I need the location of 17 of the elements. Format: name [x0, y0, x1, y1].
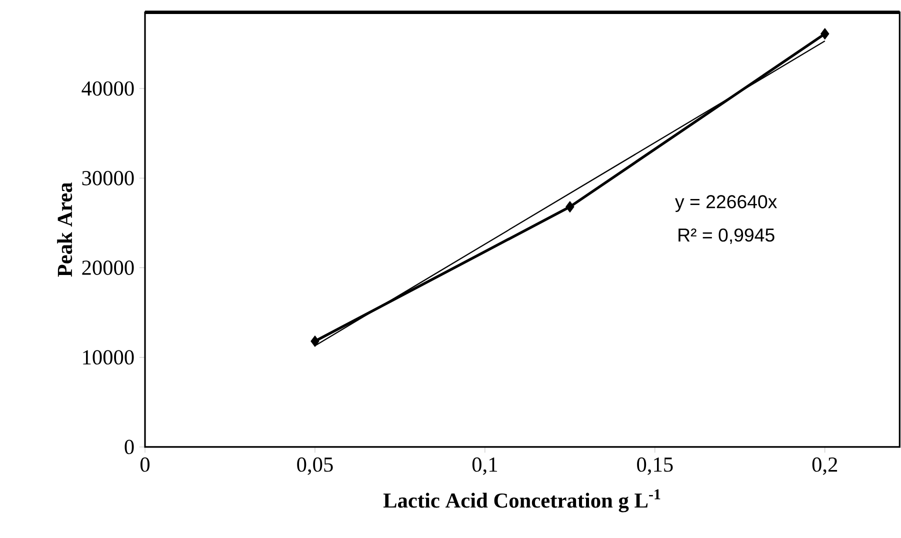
x-tick-label: 0,05: [297, 457, 333, 475]
x-tick-label: 0,15: [637, 457, 673, 475]
y-axis-title: Peak Area: [57, 182, 72, 277]
y-tick-label: 10000: [83, 350, 134, 365]
x-tick-label: 0: [140, 457, 150, 472]
x-axis-title: Lactic Acid Concetration g L$^{-1}$: [383, 489, 660, 512]
x-tick-label: 0,1: [472, 457, 497, 475]
annotation: R² = 0,9945: [678, 228, 774, 244]
y-tick-label: 30000: [82, 170, 134, 186]
annotation: y = 226640x: [675, 195, 777, 212]
x-tick-label: 0,2: [812, 457, 838, 475]
point: [566, 201, 574, 212]
y-tick-label: 20000: [82, 260, 134, 275]
y-tick-label: 40000: [82, 81, 134, 96]
y-tick-label: 0: [124, 440, 134, 454]
point: [820, 28, 830, 40]
point: [310, 336, 320, 347]
